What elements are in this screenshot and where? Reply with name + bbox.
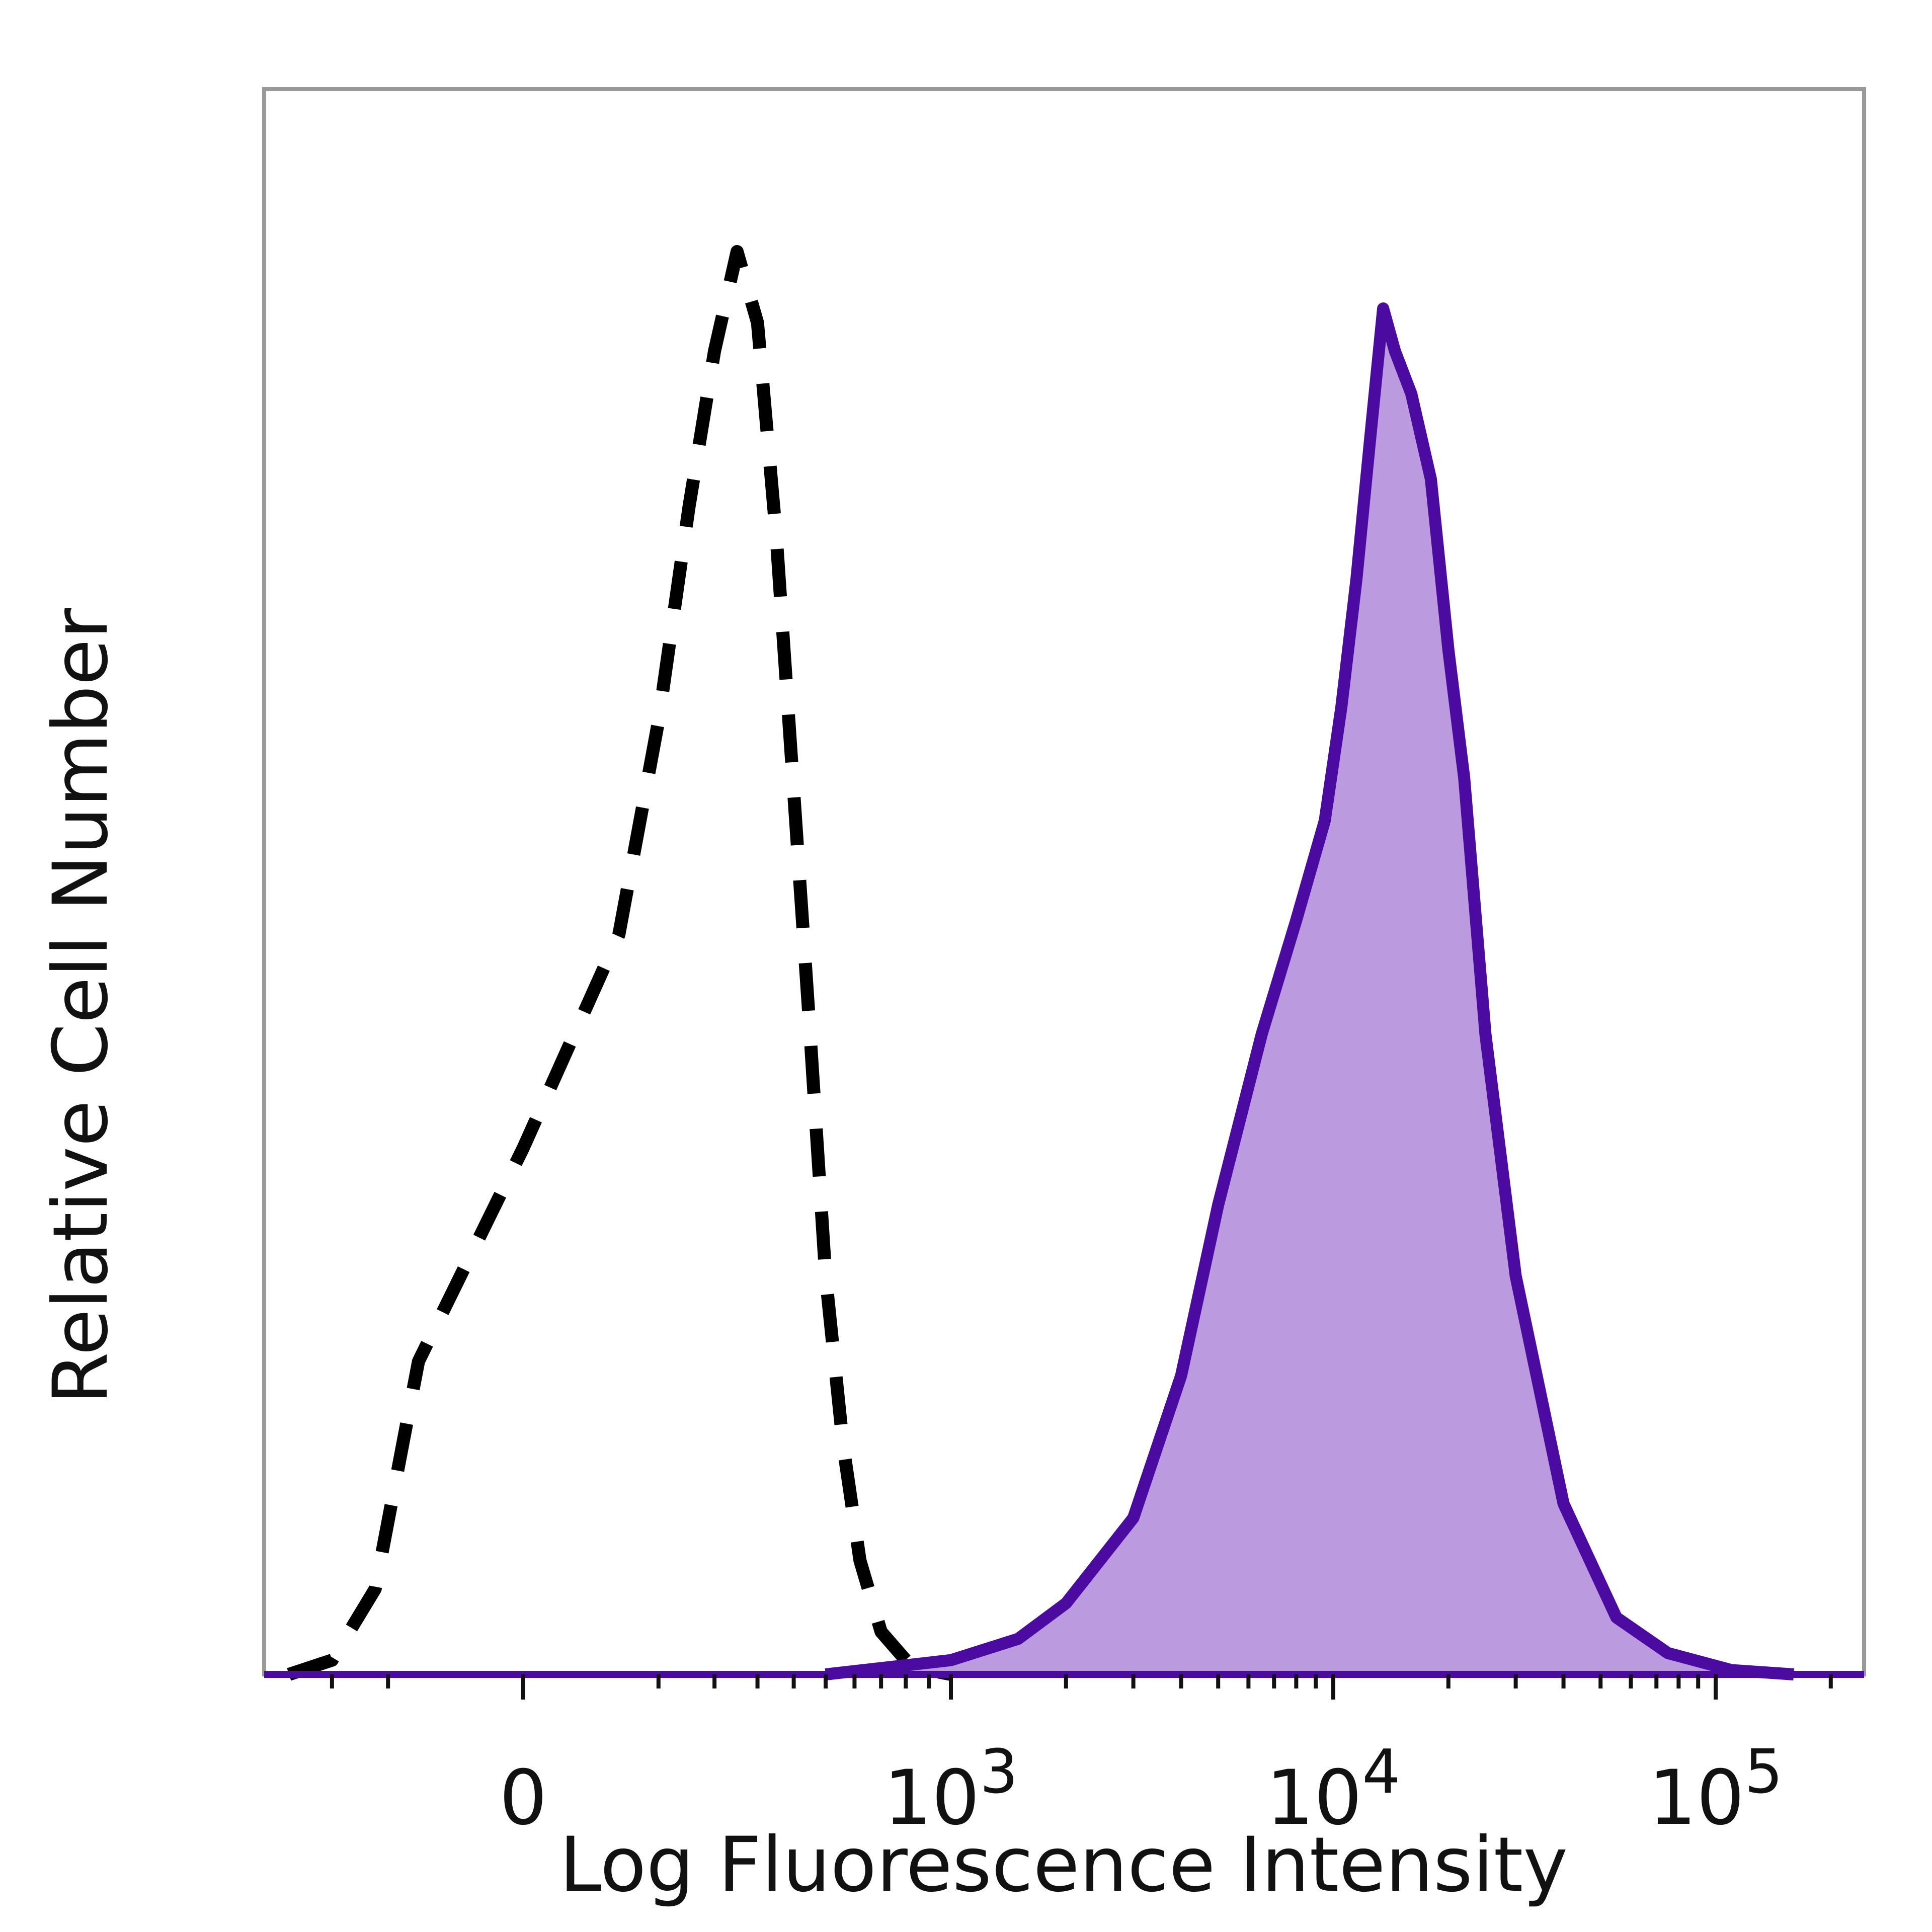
x-tick-label: 103: [883, 1737, 1018, 1842]
plot-frame: [262, 87, 1866, 1676]
x-tick-label: 0: [499, 1754, 547, 1842]
series-0-line: [287, 245, 952, 1681]
x-axis-label: Log Fluorescence Intensity: [559, 1821, 1568, 1909]
x-tick-labels: 0 103 104 105: [499, 1737, 1783, 1842]
x-tick-label: 104: [1266, 1737, 1400, 1842]
series-1-fill: [826, 308, 1794, 1674]
y-axis-label: Relative Cell Number: [37, 608, 125, 1405]
x-axis-ticks: [330, 1674, 1833, 1700]
x-tick-label: 105: [1648, 1737, 1783, 1842]
series-1-line: [825, 302, 1794, 1680]
series-layer: [287, 245, 1794, 1681]
